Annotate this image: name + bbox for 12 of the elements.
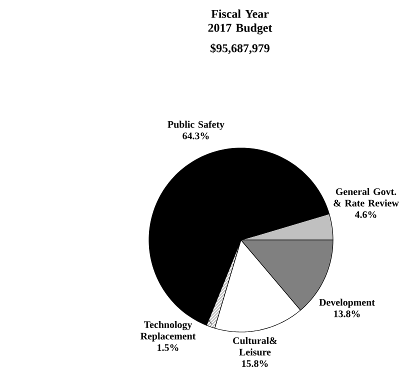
data-label: 13.8%	[334, 310, 360, 318]
data-label: 15.8%	[242, 360, 268, 367]
slice-label: Cultural& Leisure	[233, 337, 277, 356]
chart-title: Fiscal Year 2017 Budget	[208, 10, 272, 34]
data-label: 64.3%	[182, 132, 209, 140]
data-label: 4.6%	[354, 211, 376, 218]
chart-subtitle: $95,687,979	[210, 44, 270, 54]
slice-label: Public Safety	[168, 120, 224, 130]
slice-label: Development	[319, 298, 375, 308]
slice-label: General Govt. & Rate Review	[334, 188, 399, 206]
legend-label: Technology Replacement	[140, 321, 196, 342]
data-label: 1.5%	[158, 344, 178, 351]
